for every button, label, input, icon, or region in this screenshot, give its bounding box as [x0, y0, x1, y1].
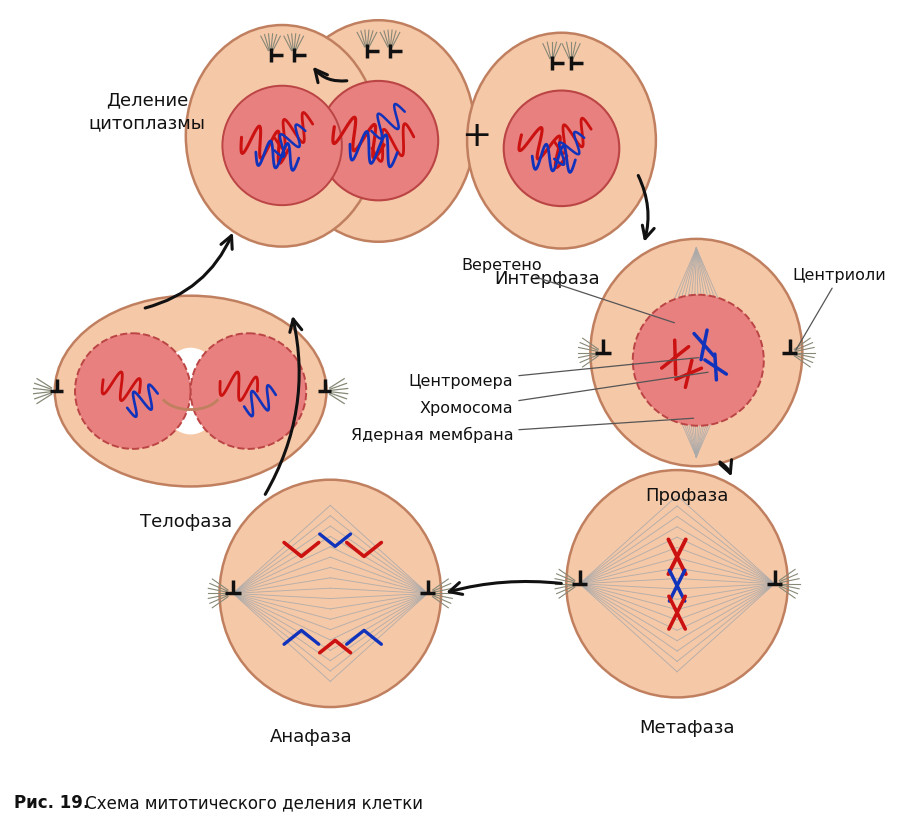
- Circle shape: [503, 91, 619, 206]
- Ellipse shape: [281, 20, 474, 242]
- Ellipse shape: [590, 239, 802, 466]
- Ellipse shape: [55, 295, 327, 487]
- Ellipse shape: [159, 347, 222, 435]
- Text: Ядерная мембрана: Ядерная мембрана: [350, 418, 693, 444]
- Ellipse shape: [566, 470, 787, 697]
- Text: Интерфаза: Интерфаза: [493, 269, 599, 288]
- Circle shape: [632, 294, 763, 425]
- Ellipse shape: [219, 480, 440, 707]
- Text: Метафаза: Метафаза: [639, 719, 733, 737]
- Circle shape: [75, 333, 190, 449]
- Text: Веретено: Веретено: [461, 258, 674, 323]
- Text: Центромера: Центромера: [409, 357, 697, 389]
- Text: Рис. 19.: Рис. 19.: [14, 795, 89, 812]
- Text: Профаза: Профаза: [644, 487, 728, 505]
- Text: Центриоли: Центриоли: [792, 268, 886, 350]
- Text: Телофаза: Телофаза: [140, 513, 232, 531]
- Text: Хромосома: Хромосома: [419, 373, 707, 416]
- Text: Анафаза: Анафаза: [270, 728, 352, 746]
- Ellipse shape: [466, 33, 655, 248]
- Ellipse shape: [186, 25, 378, 247]
- Text: Схема митотического деления клетки: Схема митотического деления клетки: [79, 795, 422, 812]
- Circle shape: [222, 86, 342, 206]
- Text: +: +: [461, 119, 492, 153]
- Text: Деление
цитоплазмы: Деление цитоплазмы: [88, 91, 206, 132]
- Circle shape: [318, 81, 437, 201]
- Circle shape: [190, 333, 306, 449]
